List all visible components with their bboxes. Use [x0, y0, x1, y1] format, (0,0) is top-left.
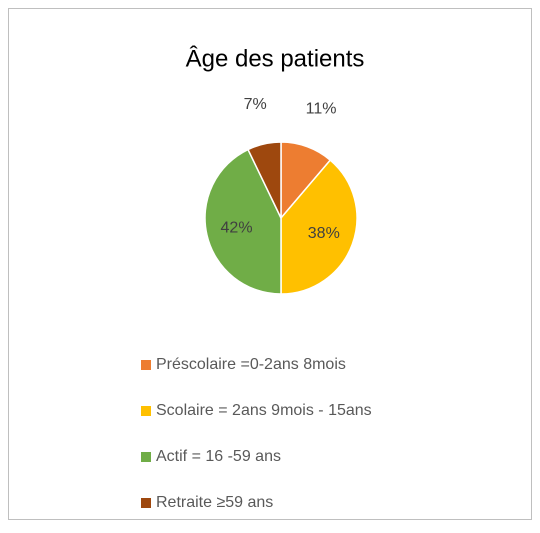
- legend-label: Scolaire = 2ans 9mois - 15ans: [156, 402, 372, 419]
- chart-title: Âge des patients: [186, 45, 365, 72]
- legend-swatch: [141, 406, 151, 416]
- legend-label: Actif = 16 -59 ans: [156, 448, 281, 465]
- legend-swatch: [141, 452, 151, 462]
- pie-slice: [247, 141, 282, 219]
- legend-swatch: [141, 498, 151, 508]
- data-label: 42%: [221, 219, 253, 236]
- legend-swatch: [141, 360, 151, 370]
- data-label: 11%: [306, 100, 337, 117]
- legend-label: Retraite ≥59 ans: [156, 494, 273, 511]
- data-label: 7%: [244, 96, 267, 113]
- pie-slice: [204, 148, 282, 295]
- pie-slice: [280, 159, 358, 295]
- legend-label: Préscolaire =0-2ans 8mois: [156, 356, 346, 373]
- data-label: 38%: [308, 225, 340, 242]
